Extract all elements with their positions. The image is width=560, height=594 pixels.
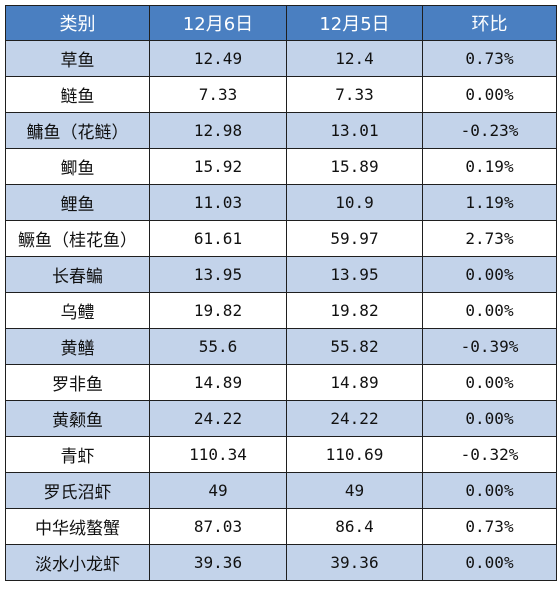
cell-dec6: 110.34: [149, 436, 287, 473]
cell-category: 罗氏沼虾: [5, 472, 150, 509]
cell-change: 0.00%: [422, 400, 557, 437]
cell-change: -0.23%: [422, 112, 557, 149]
cell-change: -0.32%: [422, 436, 557, 473]
header-change: 环比: [422, 5, 557, 41]
table-row: 鲫鱼 15.92 15.89 0.19%: [5, 148, 557, 185]
cell-category: 鲤鱼: [5, 184, 150, 221]
cell-category: 淡水小龙虾: [5, 544, 150, 581]
cell-category: 黄鳝: [5, 328, 150, 365]
table-row: 淡水小龙虾 39.36 39.36 0.00%: [5, 544, 557, 581]
cell-change: 0.00%: [422, 256, 557, 293]
cell-change: 0.00%: [422, 292, 557, 329]
cell-dec5: 24.22: [286, 400, 423, 437]
cell-dec6: 15.92: [149, 148, 287, 185]
cell-dec6: 13.95: [149, 256, 287, 293]
cell-category: 长春鳊: [5, 256, 150, 293]
cell-category: 青虾: [5, 436, 150, 473]
cell-dec5: 10.9: [286, 184, 423, 221]
cell-dec5: 14.89: [286, 364, 423, 401]
cell-dec5: 19.82: [286, 292, 423, 329]
cell-dec5: 59.97: [286, 220, 423, 257]
cell-dec6: 39.36: [149, 544, 287, 581]
cell-dec5: 13.95: [286, 256, 423, 293]
cell-dec6: 11.03: [149, 184, 287, 221]
table-row: 青虾 110.34 110.69 -0.32%: [5, 436, 557, 473]
cell-dec5: 55.82: [286, 328, 423, 365]
cell-category: 乌鳢: [5, 292, 150, 329]
cell-dec6: 12.98: [149, 112, 287, 149]
cell-dec5: 13.01: [286, 112, 423, 149]
header-row: 类别 12月6日 12月5日 环比: [5, 5, 557, 41]
cell-change: 0.73%: [422, 508, 557, 545]
cell-dec5: 49: [286, 472, 423, 509]
price-table: 类别 12月6日 12月5日 环比 草鱼 12.49 12.4 0.73% 鲢鱼 7.33…: [5, 5, 557, 581]
cell-dec6: 19.82: [149, 292, 287, 329]
header-dec6: 12月6日: [149, 5, 287, 41]
table-row: 黄鳝 55.6 55.82 -0.39%: [5, 328, 557, 365]
cell-change: 0.73%: [422, 40, 557, 77]
cell-change: -0.39%: [422, 328, 557, 365]
cell-dec5: 110.69: [286, 436, 423, 473]
table-row: 草鱼 12.49 12.4 0.73%: [5, 40, 557, 77]
cell-dec6: 14.89: [149, 364, 287, 401]
cell-dec6: 49: [149, 472, 287, 509]
cell-category: 黄颡鱼: [5, 400, 150, 437]
cell-category: 鲫鱼: [5, 148, 150, 185]
cell-change: 2.73%: [422, 220, 557, 257]
cell-dec6: 87.03: [149, 508, 287, 545]
cell-category: 中华绒螯蟹: [5, 508, 150, 545]
cell-dec5: 15.89: [286, 148, 423, 185]
cell-dec5: 12.4: [286, 40, 423, 77]
cell-change: 0.19%: [422, 148, 557, 185]
cell-category: 鲢鱼: [5, 76, 150, 113]
table-row: 长春鳊 13.95 13.95 0.00%: [5, 256, 557, 293]
cell-dec6: 24.22: [149, 400, 287, 437]
cell-change: 1.19%: [422, 184, 557, 221]
table-row: 中华绒螯蟹 87.03 86.4 0.73%: [5, 508, 557, 545]
cell-change: 0.00%: [422, 364, 557, 401]
cell-dec6: 7.33: [149, 76, 287, 113]
table-header: 类别 12月6日 12月5日 环比: [5, 5, 557, 41]
cell-change: 0.00%: [422, 472, 557, 509]
cell-category: 罗非鱼: [5, 364, 150, 401]
cell-change: 0.00%: [422, 544, 557, 581]
table-row: 罗非鱼 14.89 14.89 0.00%: [5, 364, 557, 401]
table-row: 罗氏沼虾 49 49 0.00%: [5, 472, 557, 509]
header-category: 类别: [5, 5, 150, 41]
cell-dec5: 7.33: [286, 76, 423, 113]
cell-category: 鳜鱼（桂花鱼）: [5, 220, 150, 257]
table-row: 鳙鱼（花鲢） 12.98 13.01 -0.23%: [5, 112, 557, 149]
cell-category: 鳙鱼（花鲢）: [5, 112, 150, 149]
cell-dec6: 12.49: [149, 40, 287, 77]
table-row: 鳜鱼（桂花鱼） 61.61 59.97 2.73%: [5, 220, 557, 257]
header-dec5: 12月5日: [286, 5, 423, 41]
cell-change: 0.00%: [422, 76, 557, 113]
table-row: 鲢鱼 7.33 7.33 0.00%: [5, 76, 557, 113]
cell-dec6: 61.61: [149, 220, 287, 257]
cell-dec5: 39.36: [286, 544, 423, 581]
table-body: 草鱼 12.49 12.4 0.73% 鲢鱼 7.33 7.33 0.00% 鳙鱼（花鲢） 12.…: [5, 40, 557, 581]
cell-category: 草鱼: [5, 40, 150, 77]
table-row: 黄颡鱼 24.22 24.22 0.00%: [5, 400, 557, 437]
table-row: 乌鳢 19.82 19.82 0.00%: [5, 292, 557, 329]
table-row: 鲤鱼 11.03 10.9 1.19%: [5, 184, 557, 221]
cell-dec5: 86.4: [286, 508, 423, 545]
cell-dec6: 55.6: [149, 328, 287, 365]
